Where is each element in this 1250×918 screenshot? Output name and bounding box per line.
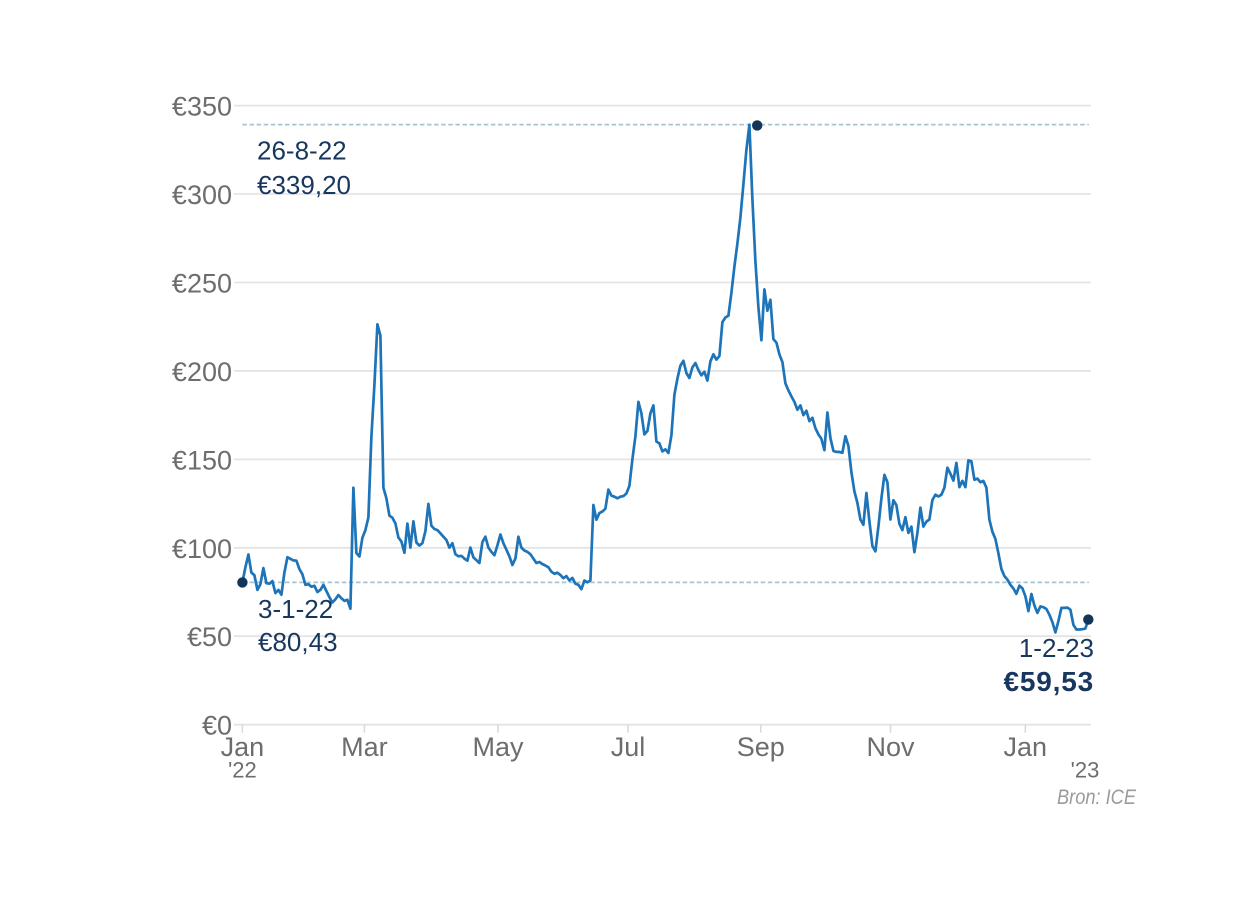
svg-text:€339,20: €339,20 xyxy=(257,170,351,200)
svg-text:May: May xyxy=(472,732,524,762)
svg-text:Jan: Jan xyxy=(1004,732,1048,762)
svg-text:€50: €50 xyxy=(187,622,232,652)
svg-text:€150: €150 xyxy=(172,445,232,475)
svg-text:€200: €200 xyxy=(172,357,232,387)
svg-text:Nov: Nov xyxy=(866,732,915,762)
svg-text:Sep: Sep xyxy=(737,732,785,762)
svg-text:€100: €100 xyxy=(172,534,232,564)
svg-text:1-2-23: 1-2-23 xyxy=(1019,633,1094,663)
svg-text:€80,43: €80,43 xyxy=(258,627,338,657)
svg-text:€300: €300 xyxy=(172,180,232,210)
svg-text:€0: €0 xyxy=(202,711,232,741)
svg-text:€350: €350 xyxy=(172,92,232,122)
svg-text:'22: '22 xyxy=(228,757,257,782)
svg-text:€250: €250 xyxy=(172,269,232,299)
svg-text:3-1-22: 3-1-22 xyxy=(258,594,333,624)
svg-text:€59,53: €59,53 xyxy=(1004,666,1094,697)
svg-text:Bron: ICE: Bron: ICE xyxy=(1057,785,1137,809)
svg-text:Jul: Jul xyxy=(611,732,646,762)
svg-text:Jan: Jan xyxy=(221,732,265,762)
svg-text:Mar: Mar xyxy=(341,732,388,762)
svg-text:'23: '23 xyxy=(1071,757,1100,782)
svg-text:26-8-22: 26-8-22 xyxy=(257,136,347,166)
